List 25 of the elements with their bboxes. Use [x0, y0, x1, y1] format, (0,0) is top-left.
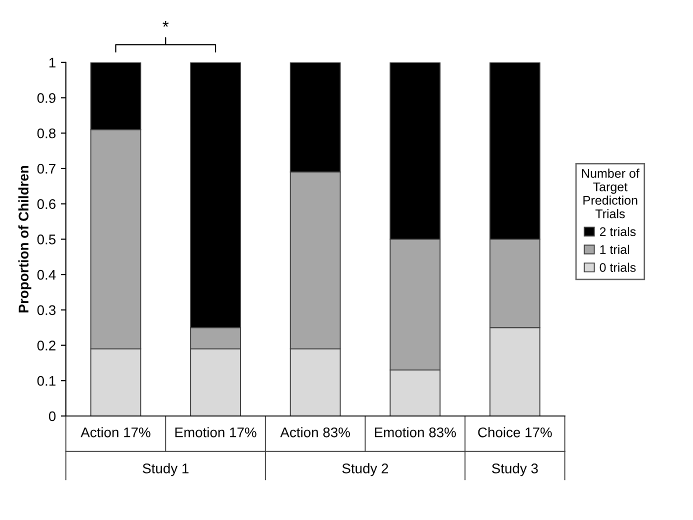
legend-label: 2 trials: [600, 226, 636, 236]
text: Study 3: [492, 463, 538, 476]
y-tick-label: 0.2: [37, 340, 56, 350]
text: Study 2: [342, 463, 388, 476]
text: *: [162, 20, 169, 27]
x-tick-label: Emotion 83%: [374, 427, 456, 438]
y-tick-label: 1: [49, 58, 56, 68]
text: Study 1: [142, 463, 188, 476]
y-tick-label: 0.1: [37, 376, 56, 386]
x-tick-label: Emotion 17%: [175, 427, 256, 438]
x-tick-label: Action 83%: [280, 427, 350, 438]
x-tick-label: Choice 17%: [478, 427, 552, 438]
y-tick-label: 0.7: [37, 164, 56, 174]
legend-label: 0 trials: [600, 262, 636, 272]
y-tick-label: 0.9: [37, 93, 56, 103]
y-tick-label: 0.8: [37, 128, 56, 138]
y-tick-label: 0.6: [37, 199, 56, 210]
y-tick-label: 0: [48, 411, 56, 422]
y-tick-label: 0.5: [37, 234, 56, 244]
x-tick-label: Action 17%: [80, 427, 150, 438]
legend-label: 1 trial: [600, 244, 630, 254]
legend-title: Number of Target Prediction Trials: [582, 168, 640, 218]
y-axis-title: Proportion of Children: [18, 166, 32, 312]
y-tick-label: 0.3: [37, 305, 56, 316]
y-tick-label: 0.4: [37, 270, 56, 280]
